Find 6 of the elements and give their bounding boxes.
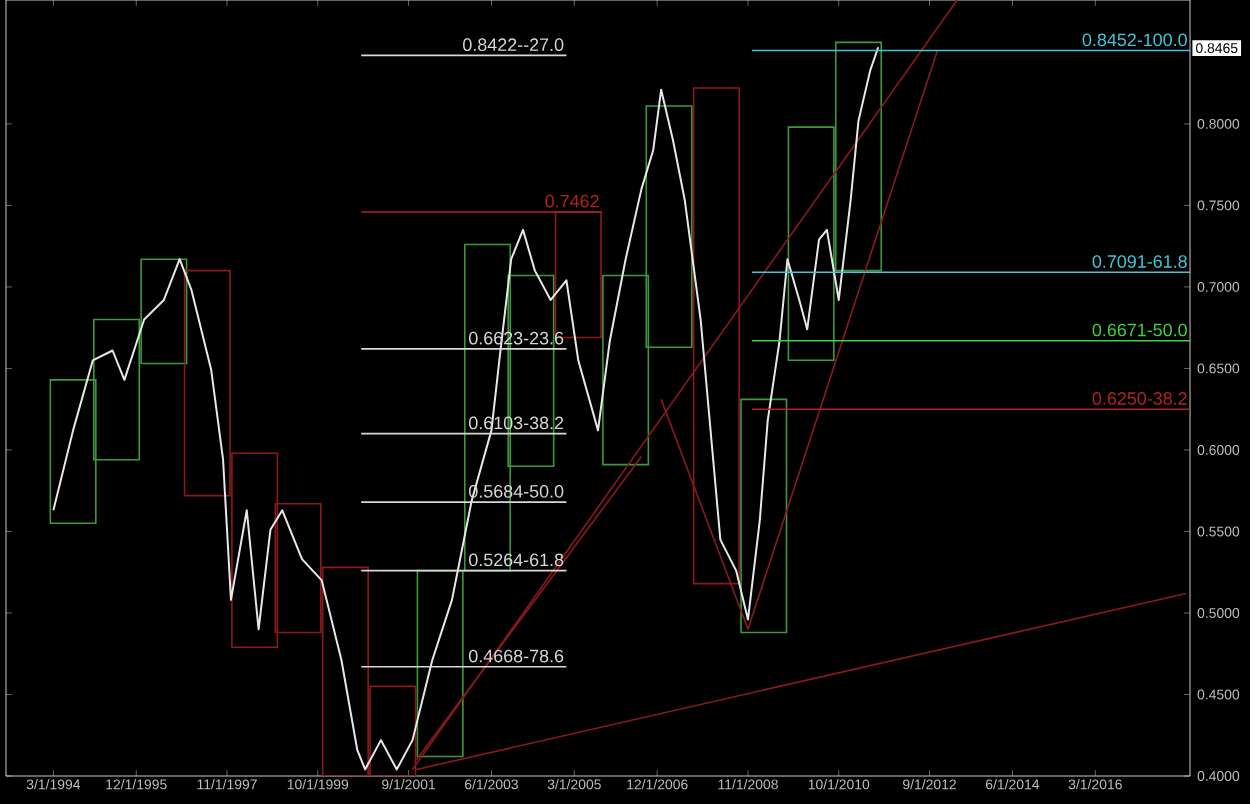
series-label: 0.6671-50.0 (1092, 323, 1187, 337)
series-label: 0.8452-100.0 (1082, 33, 1187, 47)
series-label: 0.6250-38.2 (1092, 392, 1187, 405)
series-label: 0.7091-61.8 (1092, 255, 1187, 268)
series-label: 0.7462 (545, 194, 599, 208)
series-label: 0.8422--27.0 (463, 38, 564, 52)
